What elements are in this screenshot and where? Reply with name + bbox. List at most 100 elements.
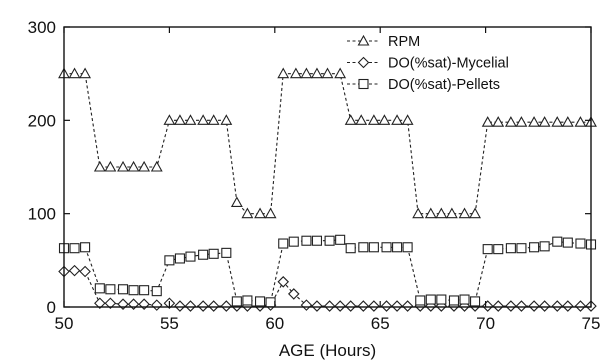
data-point-2-34 — [448, 295, 460, 306]
data-point-1-7 — [138, 298, 150, 310]
x-tick-label-5: 75 — [582, 314, 601, 333]
data-point-0-18 — [264, 207, 277, 219]
data-point-1-10 — [174, 300, 186, 312]
data-point-2-20 — [288, 236, 299, 247]
data-point-1-13 — [207, 300, 220, 312]
data-point-0-19 — [277, 67, 290, 79]
legend: RPM DO(%sat)-Mycelial DO(%sat)-Pellets — [347, 34, 509, 93]
x-tick-label-3: 65 — [371, 314, 390, 333]
data-point-1-12 — [197, 300, 209, 312]
legend-entry-2: DO(%sat)-Pellets — [347, 77, 500, 93]
legend-entry-0: RPM — [347, 34, 420, 50]
data-point-0-6 — [127, 160, 140, 172]
data-point-2-29 — [392, 242, 403, 253]
x-tick-label-0: 50 — [55, 314, 74, 333]
data-point-0-25 — [344, 114, 357, 125]
data-point-0-7 — [138, 160, 151, 172]
data-point-2-33 — [436, 294, 447, 305]
data-point-1-23 — [323, 300, 336, 312]
data-point-0-11 — [184, 114, 197, 125]
legend-marker-0 — [357, 34, 370, 46]
data-point-0-27 — [367, 114, 380, 125]
data-point-2-7 — [139, 285, 150, 296]
data-point-1-43 — [551, 300, 564, 312]
data-point-2-42 — [539, 241, 550, 252]
data-point-2-17 — [254, 296, 266, 307]
data-point-2-14 — [221, 247, 232, 258]
data-point-1-26 — [357, 300, 370, 312]
data-point-2-22 — [311, 235, 323, 246]
plot-frame — [63, 26, 592, 308]
data-point-2-6 — [128, 285, 139, 296]
data-point-0-41 — [528, 116, 541, 127]
data-point-2-41 — [529, 242, 540, 253]
data-point-1-3 — [94, 297, 106, 310]
data-point-2-25 — [345, 243, 356, 254]
data-point-2-44 — [562, 237, 573, 248]
data-point-1-5 — [117, 298, 129, 310]
data-point-2-5 — [117, 284, 129, 295]
series-0 — [58, 67, 597, 219]
data-point-2-8 — [151, 286, 162, 297]
data-point-1-40 — [515, 300, 528, 312]
data-point-0-22 — [311, 67, 323, 79]
y-tick-label-3: 300 — [28, 18, 56, 37]
data-point-2-3 — [94, 283, 105, 294]
legend-label-0: RPM — [388, 34, 420, 50]
data-point-2-21 — [301, 235, 312, 246]
data-point-1-2 — [79, 265, 91, 278]
data-point-2-11 — [185, 251, 196, 262]
data-point-2-23 — [324, 235, 335, 246]
legend-marker-1 — [357, 56, 370, 69]
data-point-0-3 — [93, 160, 106, 172]
data-point-1-1 — [68, 264, 81, 277]
data-point-2-32 — [425, 294, 436, 305]
data-point-0-31 — [412, 207, 425, 219]
x-tick-label-2: 60 — [265, 314, 284, 333]
data-point-2-38 — [493, 244, 504, 255]
data-point-2-26 — [358, 242, 369, 253]
data-point-2-27 — [368, 242, 379, 253]
data-point-2-13 — [208, 248, 219, 259]
x-axis-title: AGE (Hours) — [279, 341, 376, 360]
data-point-0-35 — [458, 207, 471, 219]
data-point-0-4 — [104, 160, 117, 172]
data-point-2-28 — [381, 242, 392, 253]
data-point-0-40 — [515, 116, 528, 127]
data-point-0-34 — [445, 207, 458, 219]
data-point-1-27 — [368, 300, 380, 312]
data-point-0-32 — [424, 207, 437, 219]
data-point-2-36 — [470, 296, 481, 307]
data-point-1-29 — [391, 300, 403, 312]
data-point-0-33 — [435, 207, 448, 219]
data-point-1-24 — [334, 300, 346, 312]
x-tick-label-4: 70 — [476, 314, 495, 333]
series-1 — [58, 264, 597, 312]
data-point-2-43 — [552, 236, 563, 247]
data-point-0-24 — [334, 67, 347, 79]
data-point-2-10 — [174, 253, 185, 264]
data-point-0-30 — [401, 114, 414, 125]
data-point-0-45 — [574, 116, 587, 127]
data-point-2-1 — [69, 243, 80, 254]
data-point-1-4 — [104, 297, 117, 310]
data-point-1-42 — [538, 300, 551, 312]
legend-entry-1: DO(%sat)-Mycelial — [347, 56, 509, 72]
data-point-0-43 — [551, 116, 564, 127]
data-point-1-6 — [127, 298, 140, 310]
data-point-1-41 — [528, 300, 540, 312]
data-point-2-24 — [335, 234, 346, 245]
data-point-0-23 — [321, 67, 334, 79]
data-point-2-31 — [415, 295, 426, 306]
data-point-0-9 — [163, 114, 176, 125]
data-point-2-15 — [231, 296, 242, 307]
data-point-2-45 — [575, 238, 586, 249]
data-point-1-19 — [277, 276, 290, 288]
data-point-0-2 — [79, 67, 92, 79]
data-point-0-13 — [207, 114, 220, 125]
data-point-1-38 — [492, 300, 505, 312]
data-point-0-44 — [561, 116, 574, 127]
data-point-2-40 — [516, 243, 527, 254]
data-point-2-18 — [265, 297, 276, 308]
legend-label-1: DO(%sat)-Mycelial — [388, 56, 509, 72]
